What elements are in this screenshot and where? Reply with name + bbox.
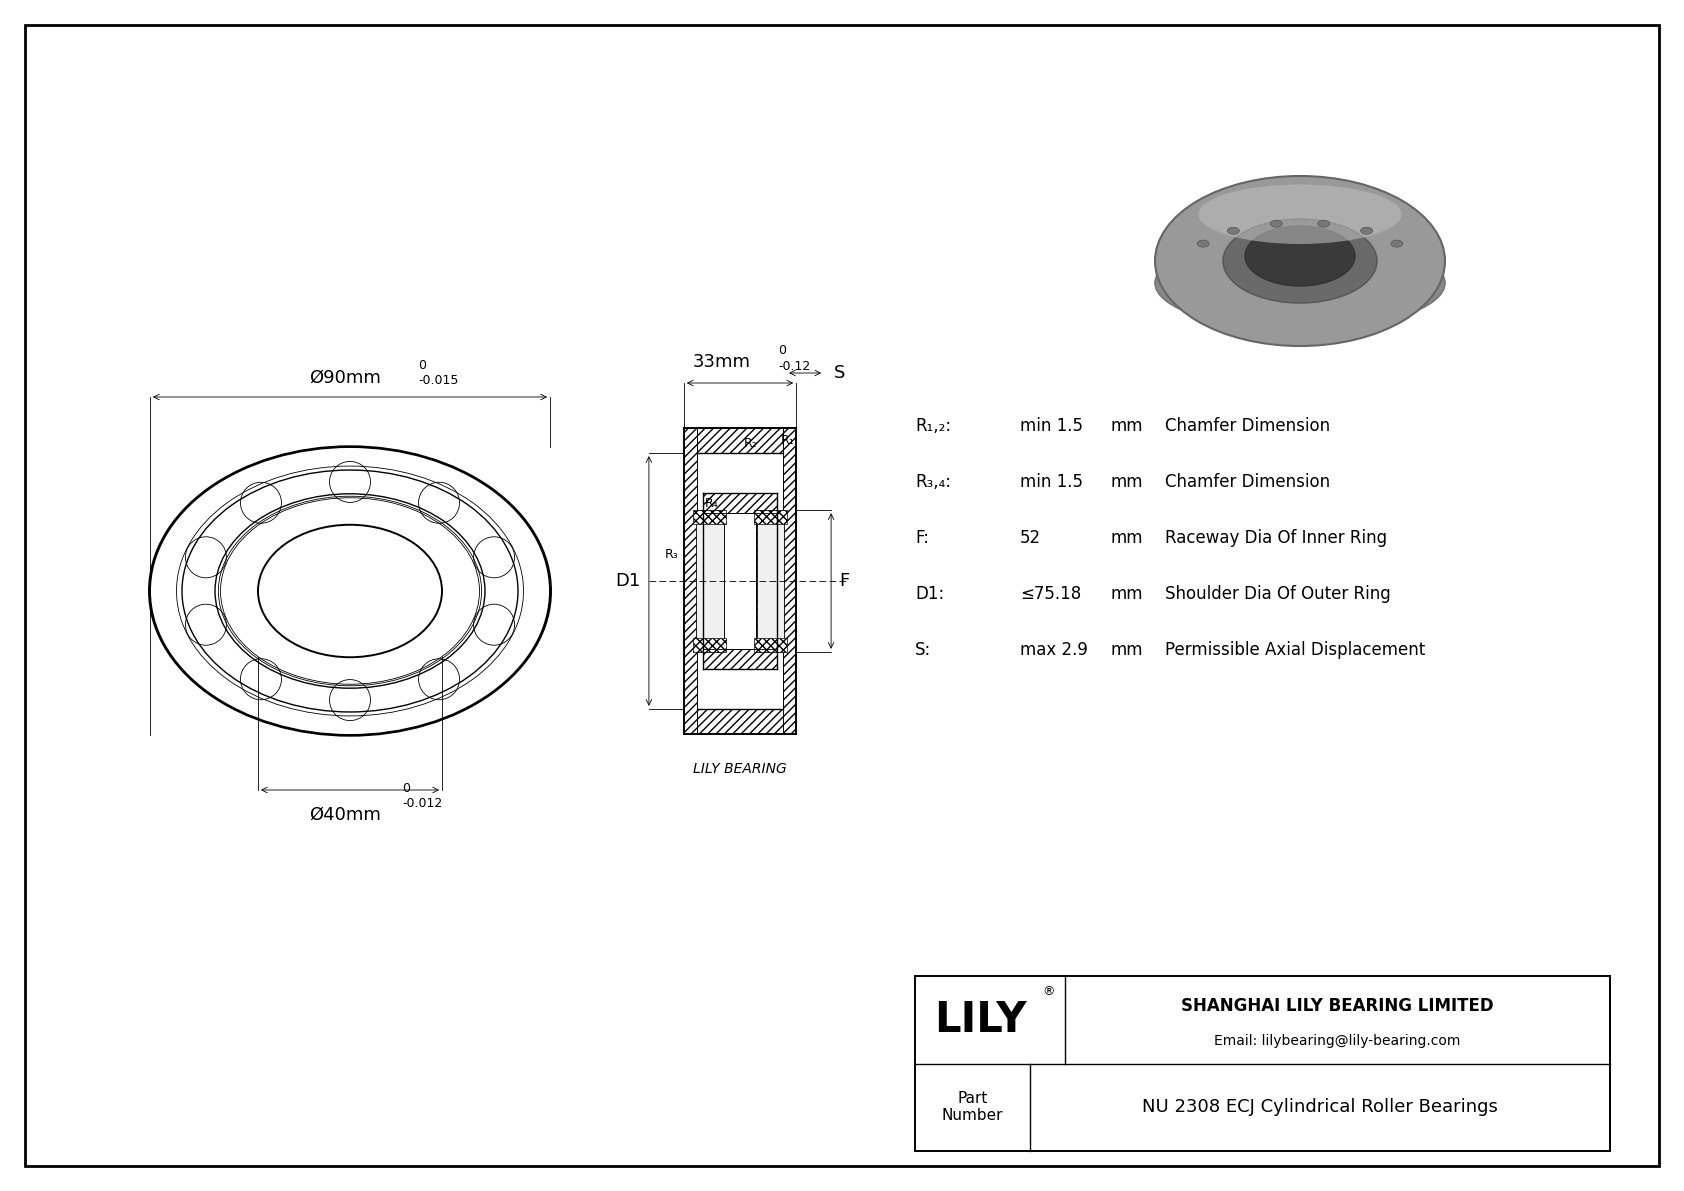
- Bar: [702, 649, 778, 669]
- Bar: [756, 493, 778, 669]
- Bar: [692, 510, 726, 524]
- Bar: [684, 709, 797, 734]
- Text: mm: mm: [1110, 585, 1142, 603]
- Text: Ø90mm: Ø90mm: [310, 369, 381, 387]
- Text: min 1.5: min 1.5: [1021, 417, 1083, 435]
- Bar: [756, 510, 785, 651]
- Text: -0.012: -0.012: [402, 797, 443, 810]
- Text: max 2.9: max 2.9: [1021, 641, 1088, 659]
- Bar: [754, 510, 788, 524]
- Text: Chamfer Dimension: Chamfer Dimension: [1165, 473, 1330, 491]
- Text: S: S: [834, 364, 845, 382]
- Ellipse shape: [1391, 241, 1403, 248]
- Text: NU 2308 ECJ Cylindrical Roller Bearings: NU 2308 ECJ Cylindrical Roller Bearings: [1142, 1098, 1499, 1116]
- Text: min 1.5: min 1.5: [1021, 473, 1083, 491]
- Text: R₃,₄:: R₃,₄:: [914, 473, 951, 491]
- Text: Shoulder Dia Of Outer Ring: Shoulder Dia Of Outer Ring: [1165, 585, 1391, 603]
- Ellipse shape: [1223, 219, 1378, 303]
- Text: 0: 0: [402, 782, 409, 796]
- Ellipse shape: [1317, 220, 1330, 227]
- Text: D1: D1: [616, 572, 642, 590]
- Ellipse shape: [1199, 185, 1401, 244]
- Text: S:: S:: [914, 641, 931, 659]
- Bar: [692, 637, 726, 651]
- Ellipse shape: [1270, 220, 1282, 227]
- Text: 0: 0: [418, 358, 426, 372]
- Bar: [695, 510, 724, 651]
- Text: LILY BEARING: LILY BEARING: [694, 762, 786, 777]
- Text: R₂: R₂: [744, 437, 758, 450]
- Text: mm: mm: [1110, 529, 1142, 547]
- Ellipse shape: [1228, 227, 1239, 235]
- Ellipse shape: [1155, 176, 1445, 347]
- Text: F:: F:: [914, 529, 930, 547]
- Text: F: F: [839, 572, 849, 590]
- Text: Part
Number: Part Number: [941, 1091, 1004, 1123]
- Bar: [754, 637, 788, 651]
- Text: D1:: D1:: [914, 585, 945, 603]
- Text: mm: mm: [1110, 417, 1142, 435]
- Text: Chamfer Dimension: Chamfer Dimension: [1165, 417, 1330, 435]
- Text: R₁,₂:: R₁,₂:: [914, 417, 951, 435]
- Text: R₃: R₃: [665, 548, 679, 561]
- Bar: [702, 493, 778, 513]
- Ellipse shape: [1361, 227, 1372, 235]
- Text: -0.015: -0.015: [418, 374, 458, 387]
- Text: Ø40mm: Ø40mm: [310, 806, 381, 824]
- Text: mm: mm: [1110, 473, 1142, 491]
- Ellipse shape: [1155, 236, 1445, 330]
- Bar: [684, 428, 697, 734]
- Text: SHANGHAI LILY BEARING LIMITED: SHANGHAI LILY BEARING LIMITED: [1180, 997, 1494, 1015]
- Ellipse shape: [1244, 226, 1356, 286]
- Text: -0.12: -0.12: [778, 360, 810, 373]
- Text: Email: lilybearing@lily-bearing.com: Email: lilybearing@lily-bearing.com: [1214, 1034, 1460, 1048]
- Bar: [702, 493, 724, 669]
- Bar: [684, 428, 797, 454]
- Bar: [783, 428, 797, 734]
- Text: 33mm: 33mm: [694, 353, 751, 372]
- Text: R₁: R₁: [781, 434, 795, 447]
- Text: 52: 52: [1021, 529, 1041, 547]
- Text: 0: 0: [778, 344, 786, 357]
- Text: Permissible Axial Displacement: Permissible Axial Displacement: [1165, 641, 1425, 659]
- Text: ®: ®: [1042, 985, 1054, 998]
- Text: mm: mm: [1110, 641, 1142, 659]
- Text: R₄: R₄: [704, 497, 719, 510]
- Text: LILY: LILY: [933, 999, 1026, 1041]
- Ellipse shape: [1197, 241, 1209, 248]
- Text: Raceway Dia Of Inner Ring: Raceway Dia Of Inner Ring: [1165, 529, 1388, 547]
- Text: ≤75.18: ≤75.18: [1021, 585, 1081, 603]
- Bar: [914, 975, 1610, 1151]
